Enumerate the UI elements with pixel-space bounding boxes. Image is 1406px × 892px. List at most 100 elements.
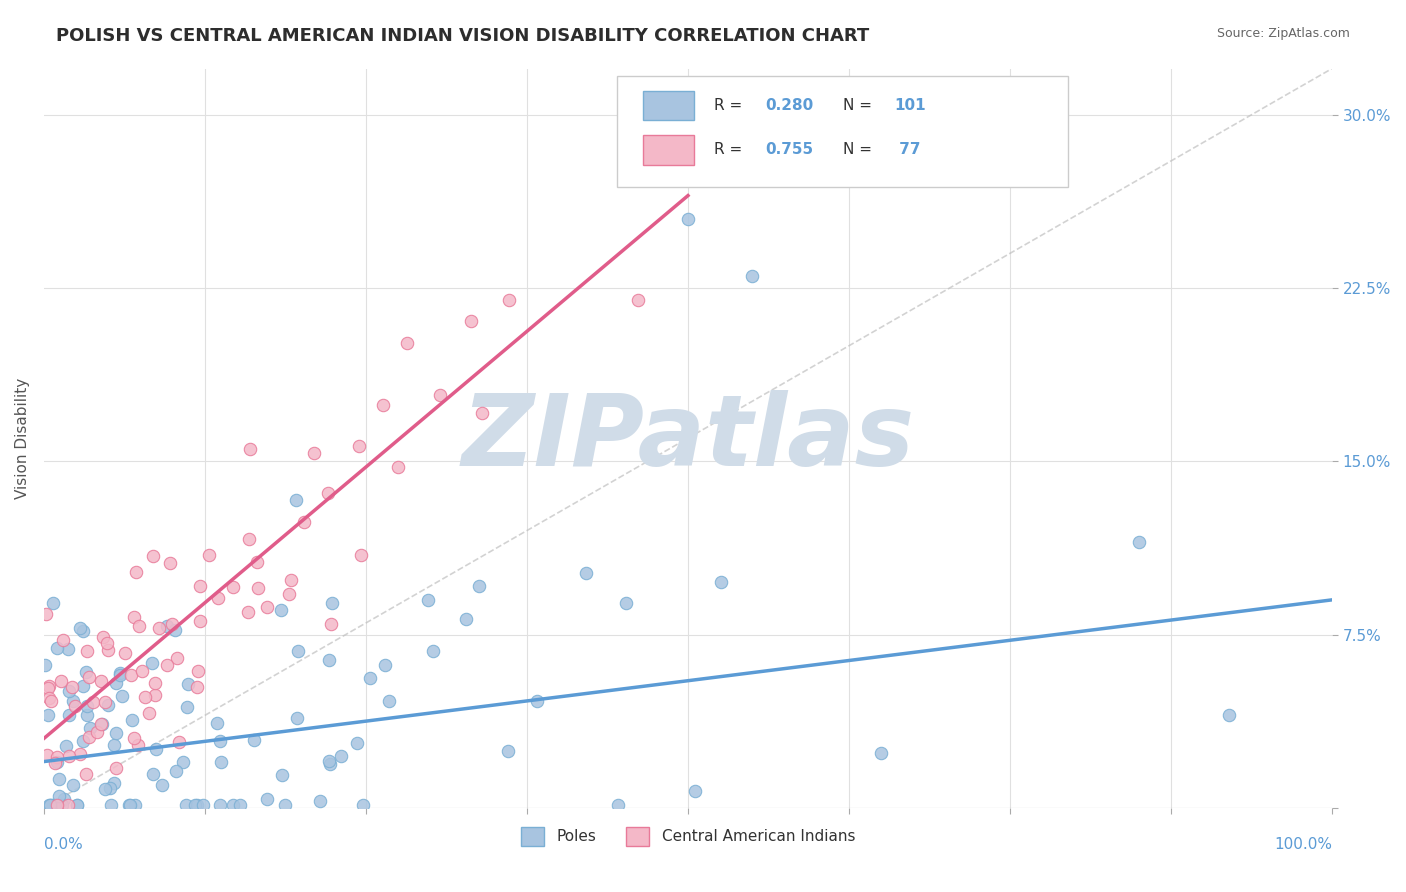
FancyBboxPatch shape	[643, 135, 695, 165]
Text: R =: R =	[714, 143, 747, 157]
Point	[38, 679, 60, 693]
Point	[77, 669, 100, 683]
Point	[76, 644, 98, 658]
Point	[35, 748, 58, 763]
Point	[56, 798, 79, 813]
Point	[274, 798, 297, 813]
Point	[683, 783, 706, 797]
Point	[48, 789, 70, 803]
Point	[38, 691, 60, 706]
Point	[34, 657, 56, 672]
Point	[69, 747, 91, 761]
Point	[207, 716, 229, 731]
Point	[418, 593, 440, 607]
Point	[37, 681, 59, 696]
Point	[118, 798, 141, 813]
Point	[45, 640, 67, 655]
Point	[378, 693, 401, 707]
Point	[69, 621, 91, 635]
Point	[209, 734, 232, 748]
Y-axis label: Vision Disability: Vision Disability	[15, 377, 30, 499]
Point	[1218, 708, 1240, 723]
Point	[66, 798, 89, 813]
Point	[207, 591, 229, 605]
Point	[172, 755, 194, 769]
Point	[45, 749, 67, 764]
Point	[142, 549, 165, 564]
Point	[319, 617, 342, 632]
Point	[309, 794, 332, 808]
Point	[103, 738, 125, 752]
Point	[51, 674, 73, 689]
Point	[100, 798, 122, 813]
Point	[676, 211, 699, 226]
Text: R =: R =	[714, 98, 747, 113]
Point	[141, 656, 163, 670]
Point	[496, 743, 519, 757]
Point	[39, 798, 62, 813]
Point	[122, 609, 145, 624]
Point	[72, 679, 94, 693]
Point	[236, 605, 259, 619]
Point	[145, 742, 167, 756]
Point	[114, 646, 136, 660]
Point	[42, 596, 65, 610]
Point	[184, 798, 207, 813]
Point	[498, 293, 520, 307]
Text: 0.280: 0.280	[765, 98, 814, 113]
Point	[44, 756, 66, 771]
Point	[280, 573, 302, 587]
Point	[198, 548, 221, 562]
Point	[607, 798, 630, 813]
Point	[741, 269, 763, 284]
Point	[156, 619, 179, 633]
Point	[318, 754, 340, 768]
Point	[285, 492, 308, 507]
Point	[48, 772, 70, 786]
FancyBboxPatch shape	[617, 76, 1069, 186]
Point	[52, 632, 75, 647]
Point	[374, 657, 396, 672]
Point	[103, 775, 125, 789]
Point	[346, 736, 368, 750]
Point	[350, 548, 373, 562]
Point	[72, 734, 94, 748]
Point	[186, 680, 208, 694]
Point	[321, 596, 343, 610]
Text: N =: N =	[842, 143, 876, 157]
Point	[162, 617, 184, 632]
Point	[128, 619, 150, 633]
Point	[93, 631, 115, 645]
Point	[471, 406, 494, 420]
Point	[131, 665, 153, 679]
Point	[77, 730, 100, 744]
Point	[90, 673, 112, 688]
Point	[38, 798, 60, 813]
Point	[429, 388, 451, 402]
Point	[211, 755, 233, 769]
Point	[82, 695, 104, 709]
Point	[108, 665, 131, 680]
Point	[526, 694, 548, 708]
Point	[97, 698, 120, 713]
Point	[104, 726, 127, 740]
Point	[287, 643, 309, 657]
Point	[127, 739, 149, 753]
Point	[118, 798, 141, 813]
Point	[39, 798, 62, 813]
Point	[58, 684, 80, 698]
Point	[124, 798, 146, 813]
Point	[285, 711, 308, 725]
Point	[246, 555, 269, 569]
Point	[100, 781, 122, 796]
Point	[347, 439, 370, 453]
Point	[243, 732, 266, 747]
Point	[278, 587, 301, 601]
Point	[156, 657, 179, 672]
Point	[93, 694, 115, 708]
Point	[870, 746, 893, 760]
Point	[222, 580, 245, 594]
Point	[105, 676, 128, 690]
Point	[208, 798, 231, 813]
Point	[86, 724, 108, 739]
